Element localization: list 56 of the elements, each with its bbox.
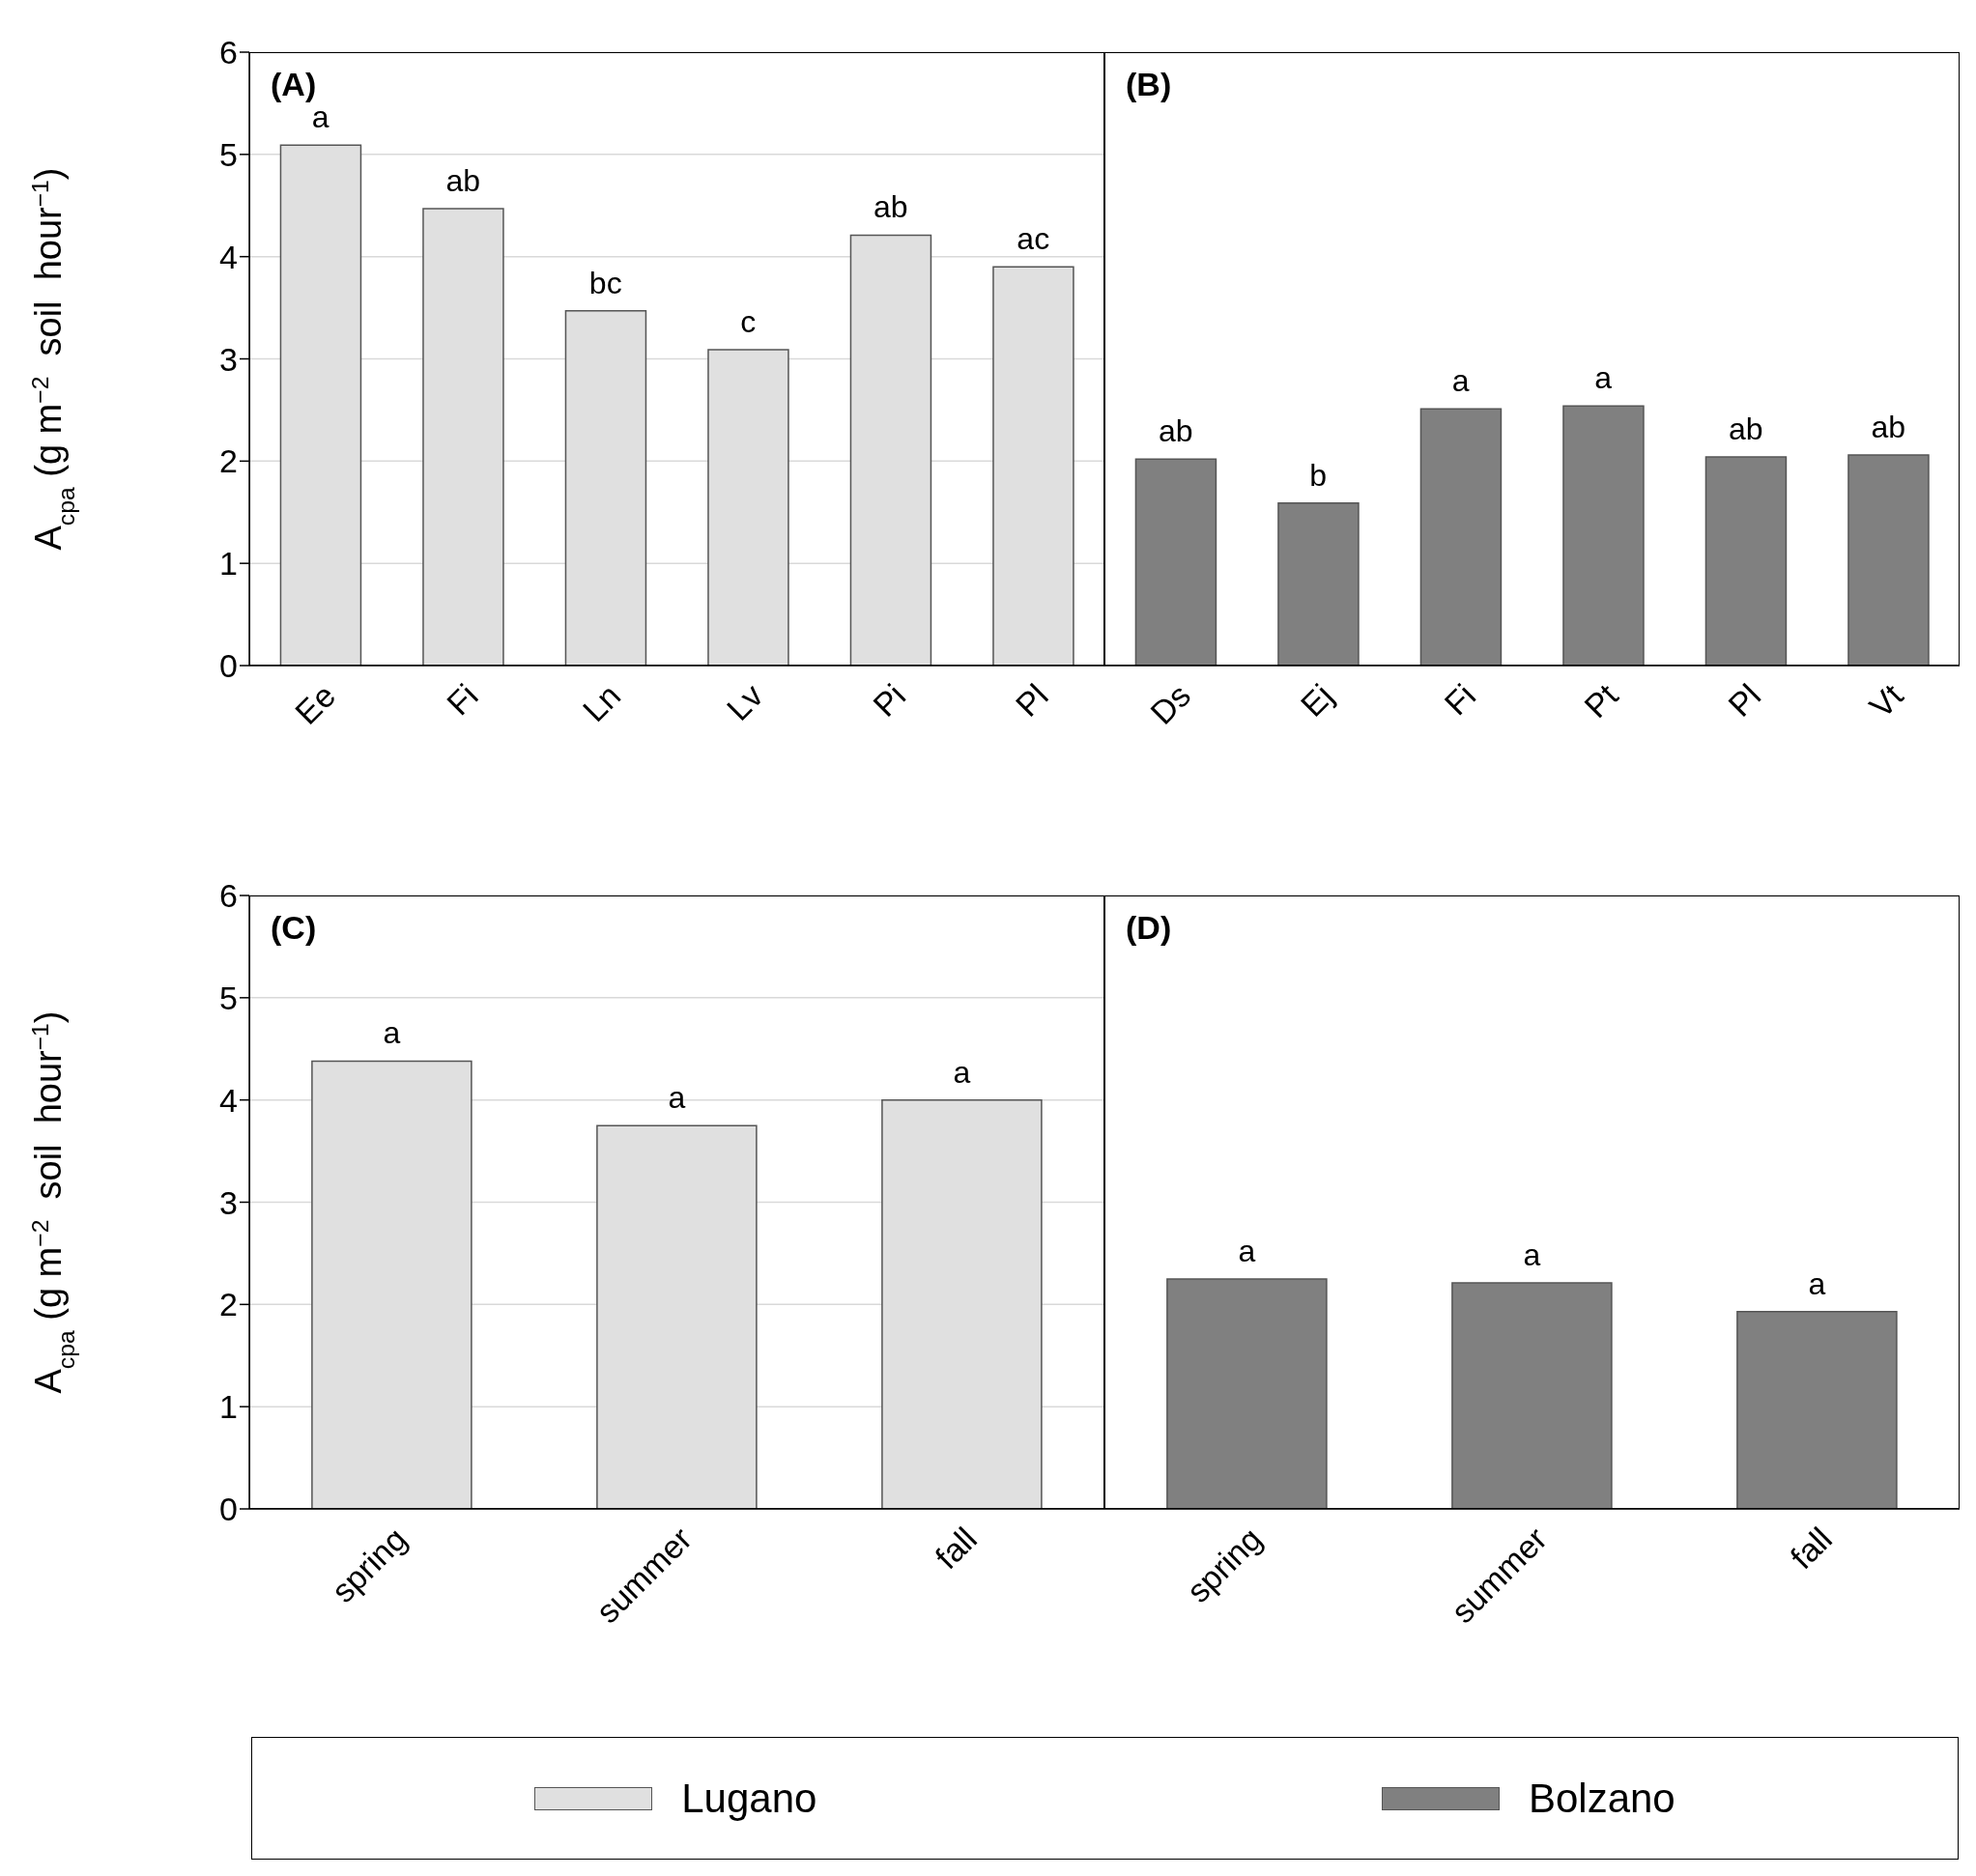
- annotation: ab: [873, 189, 908, 225]
- annotation: a: [1808, 1265, 1826, 1301]
- y-tick-label: 5: [219, 979, 238, 1016]
- bar: [1562, 405, 1645, 666]
- x-tick-label: Ds: [1142, 676, 1198, 731]
- x-tick-label: Ej: [1293, 676, 1340, 724]
- annotation: a: [1451, 363, 1470, 399]
- x-tick-label: Lv: [719, 676, 770, 727]
- y-tick-label: 5: [219, 135, 238, 173]
- bar: [1134, 458, 1217, 666]
- annotation: bc: [588, 265, 622, 300]
- x-tick-label: Ee: [287, 676, 343, 731]
- annotation: c: [740, 303, 757, 339]
- annotation: b: [1309, 457, 1328, 493]
- y-tick-label: 6: [219, 877, 238, 915]
- annotation: a: [668, 1080, 686, 1116]
- x-tick-label: Ln: [575, 676, 628, 729]
- x-tick-label: Pi: [865, 676, 913, 724]
- x-tick-label: Pl: [1008, 676, 1055, 724]
- y-tick-label: 1: [219, 1388, 238, 1426]
- x-tick-label: fall: [1783, 1520, 1839, 1577]
- chart-title: (C): [271, 909, 317, 947]
- x-tick-label: Pt: [1577, 676, 1626, 725]
- x-tick-label: Fi: [439, 676, 485, 723]
- y-tick-label: 4: [219, 238, 238, 275]
- x-tick-label: fall: [928, 1520, 984, 1577]
- annotation: ab: [1728, 412, 1763, 447]
- annotation: a: [1594, 360, 1613, 396]
- chart-title: (D): [1126, 909, 1172, 947]
- annotation: a: [1238, 1233, 1256, 1268]
- annotation: ab: [1871, 409, 1906, 444]
- annotation: a: [953, 1054, 971, 1090]
- chart-title: (B): [1126, 66, 1172, 103]
- annotation: ab: [1158, 413, 1193, 449]
- annotation: a: [383, 1015, 401, 1051]
- annotation: ac: [1017, 221, 1050, 257]
- bar: [1277, 501, 1360, 666]
- x-tick-label: Fi: [1437, 676, 1483, 723]
- annotation: ab: [445, 162, 481, 198]
- y-tick-label: 3: [219, 340, 238, 378]
- x-tick-label: Vt: [1862, 676, 1911, 725]
- y-tick-label: 3: [219, 1183, 238, 1221]
- legend-label: Lugano: [681, 1775, 817, 1822]
- bar: [1704, 456, 1788, 666]
- y-tick-label: 2: [219, 442, 238, 480]
- y-tick-label: 0: [219, 647, 238, 685]
- y-tick-label: 6: [219, 34, 238, 71]
- y-tick-label: 0: [219, 1491, 238, 1528]
- annotation: a: [1523, 1237, 1541, 1273]
- legend-label: Bolzano: [1528, 1775, 1675, 1822]
- bar: [1847, 454, 1930, 666]
- y-tick-label: 1: [219, 545, 238, 583]
- y-tick-label: 4: [219, 1081, 238, 1119]
- bar: [1419, 408, 1503, 666]
- x-tick-label: Pl: [1720, 676, 1768, 724]
- y-tick-label: 2: [219, 1286, 238, 1323]
